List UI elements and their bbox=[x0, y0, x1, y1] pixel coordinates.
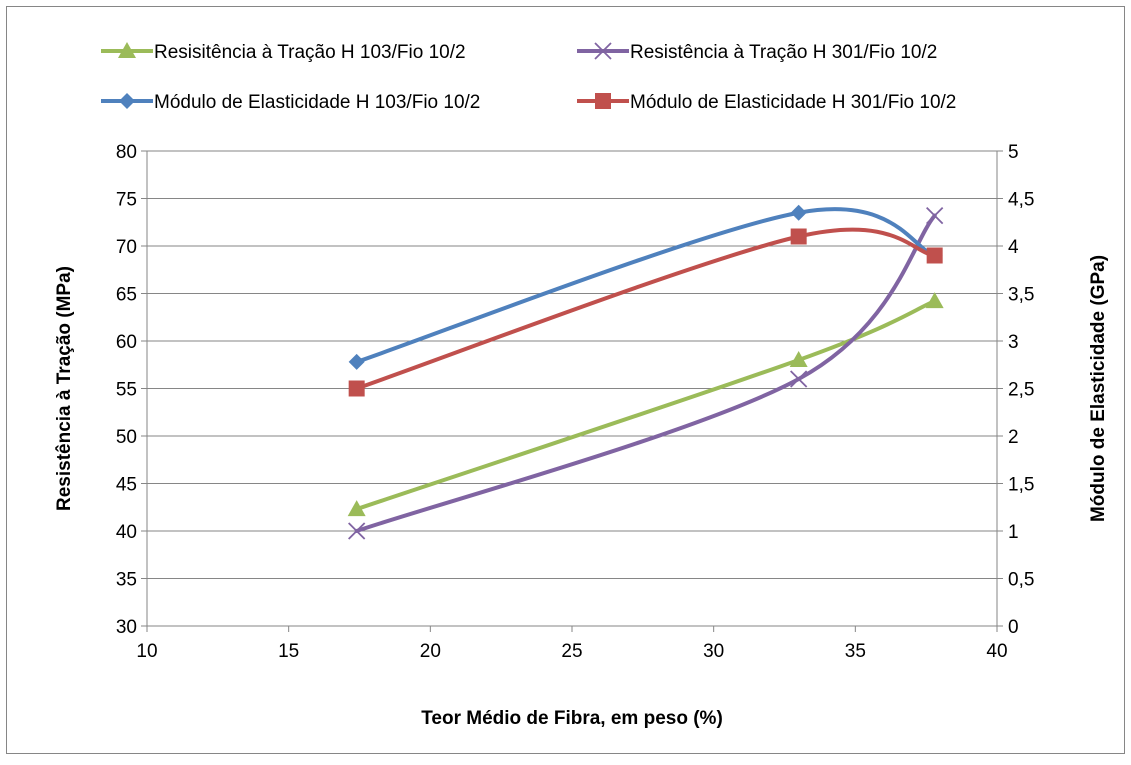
y2-tick-label: 2,5 bbox=[1008, 380, 1034, 401]
legend-item: Resisitência à Tração H 103/Fio 10/2 bbox=[101, 42, 466, 63]
y2-tick-label: 4,5 bbox=[1008, 190, 1034, 211]
chart-border bbox=[6, 6, 1125, 754]
y-tick-label: 50 bbox=[116, 427, 137, 448]
series-3 bbox=[348, 227, 943, 397]
marker-x-stroke bbox=[926, 206, 944, 225]
series-line bbox=[354, 207, 937, 364]
y-tick-label: 60 bbox=[116, 332, 137, 353]
legend-marker bbox=[595, 93, 611, 109]
x-tick-label: 40 bbox=[986, 641, 1007, 662]
x-tick-label: 15 bbox=[278, 641, 299, 662]
data-point bbox=[790, 370, 808, 388]
data-point bbox=[789, 351, 808, 367]
series-layer bbox=[347, 204, 944, 540]
y-tick-label: 35 bbox=[116, 570, 137, 591]
marker-x-stroke bbox=[348, 522, 366, 540]
series-line bbox=[354, 227, 937, 391]
y2-tick-label: 1,5 bbox=[1008, 475, 1034, 496]
data-point bbox=[347, 500, 366, 517]
y-tick-label: 45 bbox=[116, 475, 137, 496]
y-tick-label: 55 bbox=[116, 380, 137, 401]
y2-tick-label: 1 bbox=[1008, 522, 1019, 543]
legend-label: Resisitência à Tração H 103/Fio 10/2 bbox=[154, 42, 466, 63]
data-point bbox=[790, 204, 807, 221]
legend-item: Módulo de Elasticidade H 103/Fio 10/2 bbox=[101, 92, 480, 113]
y2-tick-label: 2 bbox=[1008, 427, 1019, 448]
y2-axis-title: Módulo de Elasticidade (GPa) bbox=[1088, 255, 1109, 522]
y2-tick-label: 3,5 bbox=[1008, 285, 1034, 306]
legend-item: Módulo de Elasticidade H 301/Fio 10/2 bbox=[577, 92, 956, 113]
legend-label: Resistência à Tração H 301/Fio 10/2 bbox=[630, 42, 937, 63]
axes: 30 35 40 45 50 55 60 65 70 75 80 0 0,5 1 1,5 2 2,5 3 3,5 4 4… bbox=[116, 142, 1035, 662]
legend-label: Módulo de Elasticidade H 103/Fio 10/2 bbox=[154, 92, 480, 113]
y2-tick-label: 3 bbox=[1008, 332, 1019, 353]
legend-item: Resistência à Tração H 301/Fio 10/2 bbox=[577, 42, 937, 63]
legend-marker bbox=[594, 42, 612, 60]
y2-tick-label: 4 bbox=[1008, 237, 1019, 258]
data-point bbox=[790, 228, 807, 245]
x-tick-label: 35 bbox=[845, 641, 866, 662]
y-tick-label: 70 bbox=[116, 237, 137, 258]
y-tick-label: 80 bbox=[116, 142, 137, 163]
data-point bbox=[925, 292, 944, 309]
data-point bbox=[926, 206, 944, 225]
x-tick-label: 25 bbox=[561, 641, 582, 662]
legend-marker bbox=[118, 42, 136, 58]
data-point bbox=[348, 380, 365, 397]
y2-tick-label: 0 bbox=[1008, 617, 1019, 638]
y-tick-label: 65 bbox=[116, 285, 137, 306]
y-tick-label: 75 bbox=[116, 190, 137, 211]
x-axis-title: Teor Médio de Fibra, em peso (%) bbox=[421, 708, 723, 729]
x-tick-label: 10 bbox=[136, 641, 157, 662]
y2-tick-label: 0,5 bbox=[1008, 570, 1034, 591]
series-line bbox=[354, 299, 937, 512]
legend-label: Módulo de Elasticidade H 301/Fio 10/2 bbox=[630, 92, 956, 113]
legend: Resisitência à Tração H 103/Fio 10/2 Resi… bbox=[101, 42, 956, 113]
y2-tick-label: 5 bbox=[1008, 142, 1019, 163]
legend-marker bbox=[119, 93, 135, 109]
x-tick-label: 20 bbox=[420, 641, 441, 662]
marker-x-stroke bbox=[594, 42, 612, 60]
x-tick-label: 30 bbox=[703, 641, 724, 662]
series-0 bbox=[347, 292, 944, 517]
series-1 bbox=[348, 206, 944, 540]
series-line bbox=[354, 213, 937, 533]
y-axis-title: Resistência à Tração (MPa) bbox=[54, 266, 75, 511]
y-tick-label: 30 bbox=[116, 617, 137, 638]
marker-x-stroke bbox=[790, 370, 808, 388]
data-point bbox=[348, 353, 365, 370]
y-tick-label: 40 bbox=[116, 522, 137, 543]
data-point bbox=[926, 247, 943, 264]
data-point bbox=[348, 522, 366, 540]
